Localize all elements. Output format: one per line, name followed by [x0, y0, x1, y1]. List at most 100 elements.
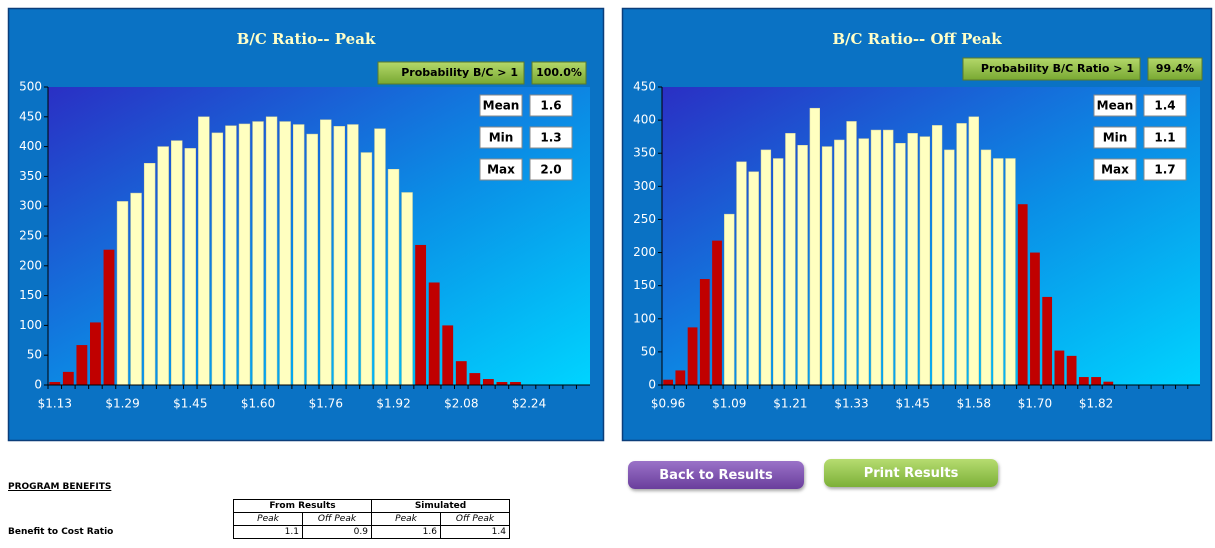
bar	[116, 201, 129, 386]
x-tick-label: $1.60	[241, 397, 275, 411]
back-button[interactable]: Back to Results	[628, 461, 804, 489]
x-tick-label: $1.70	[1018, 397, 1052, 411]
bar	[293, 124, 305, 386]
bar	[252, 121, 264, 386]
bar	[225, 125, 237, 386]
bar	[103, 249, 115, 385]
bar	[130, 192, 142, 386]
stat-label: Min	[1103, 131, 1128, 145]
stat-value-box	[1143, 126, 1187, 149]
bar	[919, 136, 931, 386]
benefits-table: From Results Simulated Peak Off Peak Pea…	[8, 499, 510, 539]
bar	[279, 121, 291, 386]
y-tick-label: 350	[19, 169, 42, 183]
probability-label: Probability B/C Ratio > 1	[981, 62, 1134, 75]
y-tick-label: 450	[19, 109, 42, 123]
bar	[482, 379, 494, 385]
bar	[1017, 204, 1028, 385]
stat-label: Min	[489, 131, 514, 145]
bar	[143, 163, 156, 386]
cell: 1.1	[233, 525, 303, 539]
bar	[993, 158, 1004, 386]
bar	[883, 129, 894, 386]
x-tick-label: $1.09	[712, 397, 746, 411]
bar	[1030, 252, 1040, 385]
bar	[821, 146, 833, 386]
stat-label-box	[479, 94, 523, 117]
bar	[1103, 381, 1114, 385]
bar	[455, 361, 467, 385]
x-tick-label: $1.58	[957, 397, 991, 411]
bar	[401, 192, 413, 386]
x-tick-label: $1.29	[105, 397, 139, 411]
bar	[76, 345, 88, 385]
chart-panel: 0 50 100 150 200 250 300 350 400 450 $0.96 $1.09 $1.…	[621, 7, 1213, 442]
x-tick-label: $2.08	[444, 397, 478, 411]
bar	[1066, 355, 1077, 385]
bar	[834, 139, 845, 386]
y-tick-label: 250	[633, 212, 656, 226]
bar	[846, 121, 857, 386]
bar	[320, 119, 332, 386]
bar	[809, 107, 820, 386]
bar	[1005, 158, 1016, 386]
probability-value-box	[531, 61, 587, 85]
bar	[469, 373, 481, 385]
bar	[62, 371, 74, 385]
stat-label-box	[479, 126, 523, 149]
bar	[773, 158, 784, 386]
probability-value: 100.0%	[536, 66, 582, 79]
bar	[712, 240, 722, 385]
bar	[306, 133, 318, 386]
bar	[797, 145, 808, 386]
stat-value: 2.0	[540, 163, 561, 177]
sub-header: Off Peak	[302, 512, 372, 526]
bar	[956, 123, 967, 386]
print-button[interactable]: Print Results	[824, 459, 998, 487]
stat-label: Max	[1101, 163, 1129, 177]
table-title: PROGRAM BENEFITS	[8, 482, 112, 492]
x-tick-label: $1.13	[38, 397, 72, 411]
bar	[895, 143, 906, 386]
probability-label: Probability B/C > 1	[401, 66, 518, 79]
y-tick-label: 450	[633, 80, 656, 94]
y-tick-label: 200	[19, 258, 42, 272]
bar	[198, 116, 210, 386]
chart-panel: 0 50 100 150 200 250 300 350 400 450 500 $1.13 $1.29…	[7, 7, 605, 442]
cell: 1.6	[371, 525, 441, 539]
sub-header: Peak	[371, 512, 441, 526]
stat-value-box	[529, 158, 573, 181]
y-tick-label: 150	[633, 278, 656, 292]
bar	[663, 379, 674, 385]
bar	[724, 213, 735, 386]
bar	[347, 124, 359, 386]
y-tick-label: 0	[34, 378, 42, 392]
stat-value-box	[1143, 94, 1187, 117]
stat-value-box	[1143, 158, 1187, 181]
bar	[1091, 377, 1101, 385]
probability-value: 99.4%	[1156, 62, 1194, 75]
stat-value: 1.3	[540, 131, 561, 145]
bar	[238, 123, 251, 386]
cell: 1.4	[440, 525, 510, 539]
x-tick-label: $1.92	[376, 397, 410, 411]
bar	[374, 128, 386, 386]
y-tick-label: 100	[19, 318, 42, 332]
y-tick-label: 400	[19, 139, 42, 153]
x-tick-label: $1.45	[173, 397, 207, 411]
bar	[265, 116, 278, 386]
bar	[748, 171, 759, 386]
y-tick-label: 200	[633, 245, 656, 259]
x-tick-label: $1.21	[773, 397, 807, 411]
bar	[699, 279, 710, 385]
stat-label-box	[1093, 126, 1137, 149]
bar	[736, 161, 747, 386]
y-tick-label: 150	[19, 288, 42, 302]
stat-value: 1.4	[1154, 99, 1175, 113]
bar	[931, 125, 943, 386]
bar	[510, 382, 521, 385]
stat-value: 1.1	[1154, 131, 1175, 145]
group-header: Simulated	[371, 499, 510, 513]
